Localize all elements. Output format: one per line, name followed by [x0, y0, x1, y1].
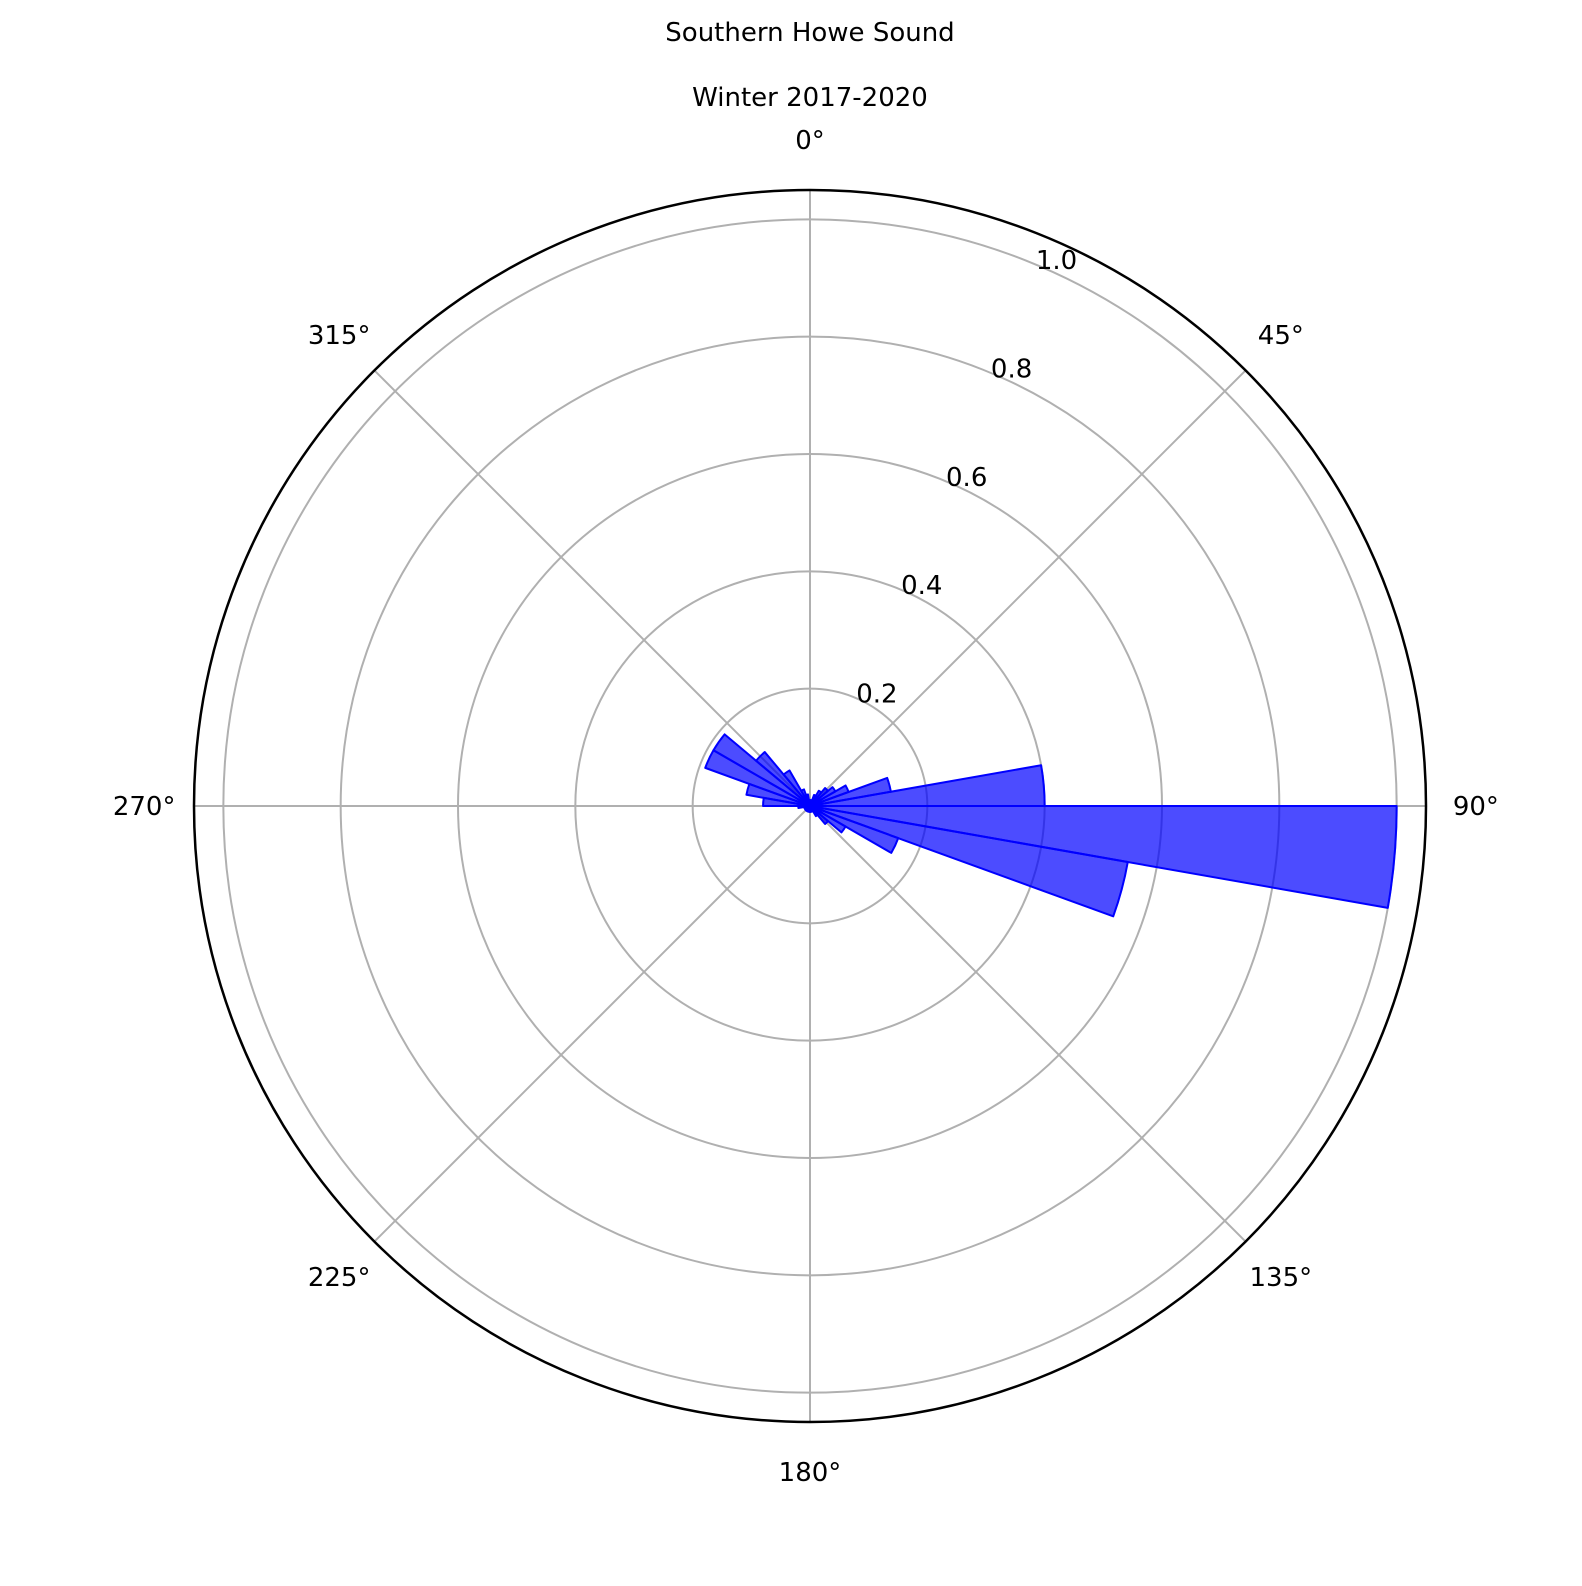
polar-frame — [192, 188, 1428, 1424]
wind-bar — [712, 733, 811, 807]
theta-grid-line — [373, 805, 811, 1243]
wind-bar — [809, 805, 1129, 918]
theta-tick-label: 135° — [1250, 1263, 1313, 1293]
theta-tick-label: 315° — [308, 321, 371, 351]
theta-grid-line — [809, 805, 1247, 1243]
r-tick-label: 0.8 — [991, 354, 1032, 384]
bars-layer — [704, 733, 1398, 918]
theta-tick-label: 0° — [795, 126, 825, 156]
labels-layer: 0° 45° 90° 135° 180° 225° 270° 315° 0.2 0.4 0.6 0.8… — [113, 126, 1499, 1488]
theta-tick-label: 45° — [1258, 321, 1304, 351]
theta-tick-label: 225° — [308, 1263, 371, 1293]
chart-title: Southern Howe Sound — [665, 18, 954, 48]
r-tick-label: 0.2 — [856, 680, 897, 710]
r-tick-label: 1.0 — [1036, 246, 1077, 276]
theta-grid-line — [809, 369, 1247, 807]
r-tick-label: 0.4 — [901, 571, 942, 601]
theta-tick-label: 180° — [779, 1458, 842, 1488]
wind-bar — [755, 751, 811, 807]
theta-tick-label: 270° — [113, 792, 176, 822]
wind-bar — [782, 769, 811, 807]
r-tick-label: 0.6 — [946, 463, 987, 493]
chart-subtitle: Winter 2017-2020 — [692, 83, 928, 113]
theta-tick-label: 90° — [1453, 792, 1499, 822]
theta-grid-line — [373, 369, 811, 807]
wind-bar — [807, 799, 811, 807]
